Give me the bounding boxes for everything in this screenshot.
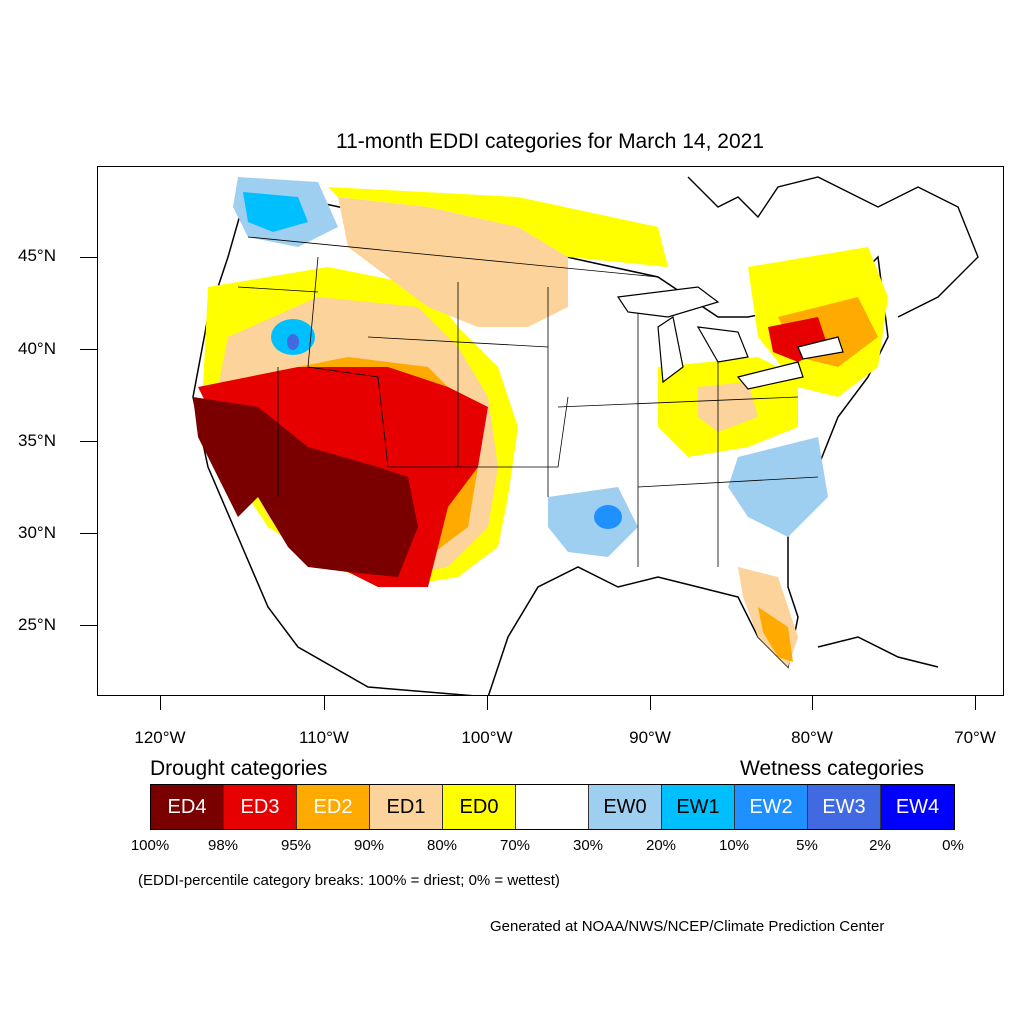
legend-swatch-ed3: ED3 [224, 785, 297, 829]
lon-tick-90 [650, 696, 651, 710]
lon-label-70: 70°W [954, 728, 996, 747]
lat-tick-35 [80, 441, 97, 442]
lat-tick-40 [80, 349, 97, 350]
category-note: (EDDI-percentile category breaks: 100% =… [138, 872, 560, 889]
category-legend: ED4 ED3 ED2 ED1 ED0 EW0 EW1 EW2 EW3 EW4 [150, 784, 955, 830]
canada-coastline [687, 176, 979, 318]
legend-swatch-ew2: EW2 [735, 785, 808, 829]
ed0-north-band [328, 187, 668, 267]
great-lakes [616, 286, 844, 390]
percent-break-label: 20% [645, 837, 677, 854]
lon-tick-100 [487, 696, 488, 710]
ew0-southeast [728, 437, 828, 537]
credit-line: Generated at NOAA/NWS/NCEP/Climate Predi… [490, 918, 885, 935]
lon-tick-120 [160, 696, 161, 710]
ew2-arkansas [594, 505, 622, 529]
map-title: 11-month EDDI categories for March 14, 2… [336, 130, 764, 153]
lat-label-35: 35°N [18, 431, 56, 450]
percent-break-label: 98% [207, 837, 239, 854]
lon-label-120: 120°W [134, 728, 186, 747]
legend-swatch-ed1: ED1 [370, 785, 443, 829]
lat-tick-45 [80, 257, 97, 258]
legend-swatch-ew0: EW0 [589, 785, 662, 829]
drought-categories-heading: Drought categories [150, 757, 328, 780]
percent-break-label: 95% [280, 837, 312, 854]
percent-break-label: 10% [718, 837, 750, 854]
legend-swatch-ew1: EW1 [662, 785, 735, 829]
lon-tick-110 [324, 696, 325, 710]
ew0-southcentral [548, 487, 638, 557]
lat-tick-30 [80, 533, 97, 534]
ew1-northwest [243, 192, 308, 232]
lat-label-40: 40°N [18, 339, 56, 358]
lon-label-110: 110°W [299, 728, 349, 747]
percent-break-label: 100% [130, 837, 170, 854]
legend-swatch-normal [516, 785, 589, 829]
ed2-florida [758, 607, 793, 662]
state-borders [237, 236, 819, 567]
percent-break-label: 80% [426, 837, 458, 854]
lon-tick-80 [812, 696, 813, 710]
percent-break-label: 70% [499, 837, 531, 854]
lat-tick-25 [80, 625, 97, 626]
percent-break-label: 0% [942, 837, 964, 854]
lat-label-25: 25°N [18, 615, 56, 634]
lat-label-45: 45°N [18, 246, 56, 265]
lon-label-100: 100°W [461, 728, 513, 747]
ed1-north-band [338, 197, 568, 327]
lon-label-80: 80°W [791, 728, 833, 747]
lon-tick-70 [975, 696, 976, 710]
percent-break-label: 30% [572, 837, 604, 854]
caribbean-islands [817, 636, 939, 668]
eddi-map-canvas [192, 176, 979, 695]
wetness-categories-heading: Wetness categories [740, 757, 925, 780]
legend-swatch-ed2: ED2 [297, 785, 370, 829]
legend-swatch-ew4: EW4 [881, 785, 954, 829]
lat-label-30: 30°N [18, 523, 56, 542]
legend-swatch-ew3: EW3 [808, 785, 881, 829]
ew3-idaho [287, 334, 299, 350]
percent-break-label: 90% [353, 837, 385, 854]
percent-break-label: 5% [796, 837, 818, 854]
ed4-region [193, 397, 418, 577]
lon-label-90: 90°W [629, 728, 671, 747]
eddi-map [97, 166, 1004, 696]
legend-swatch-ed4: ED4 [151, 785, 224, 829]
legend-swatch-ed0: ED0 [443, 785, 516, 829]
percent-break-label: 2% [869, 837, 891, 854]
ed1-ohio-valley [698, 382, 758, 432]
